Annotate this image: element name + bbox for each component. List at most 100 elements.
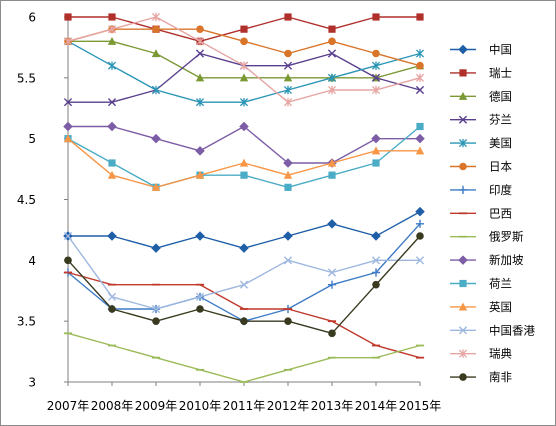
data-point-6-6 (284, 49, 292, 58)
y-tick-label: 3.5 (17, 315, 36, 329)
data-point-5-8 (371, 61, 381, 70)
data-point-3-6 (283, 73, 293, 82)
legend-swatch-marker (458, 91, 468, 100)
data-point-2-2 (108, 13, 116, 21)
data-point-14-6 (283, 97, 293, 107)
data-point-2-9 (416, 13, 424, 21)
legend-item-13: 中国香港 (450, 323, 535, 337)
legend-swatch-marker (459, 162, 467, 171)
data-point-5-6 (283, 85, 293, 95)
data-point-13-4 (195, 292, 205, 301)
legend-swatch-marker (458, 326, 468, 335)
data-point-12-7 (327, 158, 337, 167)
data-point-14-7 (327, 85, 337, 95)
data-point-5-2 (107, 61, 117, 70)
data-point-13-6 (283, 256, 293, 265)
legend-label: 新加坡 (489, 253, 524, 267)
legend-label: 巴西 (489, 206, 512, 220)
data-point-13-5 (239, 280, 249, 289)
x-tick-label: 2007年 (47, 399, 90, 413)
data-point-1-3 (151, 243, 161, 253)
legend-label: 芬兰 (489, 113, 512, 127)
data-point-10-3 (151, 133, 161, 144)
data-point-2-6 (284, 13, 292, 21)
legend-label: 中国 (489, 43, 512, 57)
data-point-10-8 (371, 133, 381, 144)
x-tick-label: 2011年 (223, 399, 266, 413)
data-point-12-1 (63, 134, 73, 143)
data-point-5-9 (415, 49, 425, 58)
legend-item-5: 美国 (450, 136, 512, 150)
legend-item-4: 芬兰 (450, 113, 512, 127)
data-point-15-4 (196, 305, 204, 313)
data-point-14-2 (107, 24, 117, 34)
data-point-11-8 (372, 159, 380, 167)
data-point-4-6 (283, 61, 293, 70)
legend-swatch-marker (458, 302, 468, 311)
data-point-7-9 (415, 219, 425, 228)
x-tick-label: 2015年 (399, 399, 442, 413)
data-point-3-5 (239, 73, 249, 82)
y-tick-label: 6 (28, 11, 36, 25)
legend-item-10: 新加坡 (450, 253, 524, 267)
y-tick-label: 4 (28, 254, 36, 268)
data-point-11-6 (284, 183, 292, 191)
data-point-14-4 (195, 37, 205, 46)
legend-item-9: 俄罗斯 (450, 230, 524, 244)
series-line-6 (67, 28, 421, 67)
legend-swatch-marker (458, 185, 468, 194)
legend-swatch-marker (458, 115, 468, 124)
legend-label: 日本 (489, 160, 512, 174)
legend-item-11: 荷兰 (450, 277, 512, 291)
y-tick-label: 3 (28, 376, 36, 390)
data-point-4-2 (107, 98, 117, 107)
data-point-13-3 (151, 304, 161, 314)
legend-label: 瑞典 (489, 347, 512, 361)
data-point-15-2 (108, 305, 116, 313)
data-point-13-7 (327, 268, 337, 277)
data-point-14-8 (371, 85, 381, 95)
legend-item-7: 印度 (450, 183, 512, 197)
data-point-14-3 (151, 12, 161, 22)
legend-swatch-marker (458, 255, 468, 265)
data-point-6-7 (328, 37, 336, 46)
x-tick-label: 2014年 (355, 399, 398, 413)
legend-swatch-marker (459, 279, 467, 288)
series-lines (63, 12, 425, 383)
data-point-2-8 (372, 13, 380, 21)
legend-label: 南非 (489, 370, 512, 384)
data-point-10-6 (283, 158, 293, 168)
legend-item-6: 日本 (450, 160, 512, 174)
x-tick-label: 2008年 (91, 399, 134, 413)
data-point-6-3 (152, 25, 160, 33)
legend-swatch-marker (458, 44, 468, 55)
legend-swatch-marker (458, 138, 468, 148)
legend-item-15: 南非 (450, 370, 512, 384)
data-point-15-1 (64, 256, 72, 265)
data-point-6-5 (240, 37, 248, 46)
legend-label: 中国香港 (489, 323, 535, 337)
legend-item-14: 瑞典 (450, 347, 512, 361)
data-point-5-3 (151, 85, 161, 95)
data-point-4-1 (63, 98, 73, 107)
legend-item-12: 英国 (450, 300, 512, 314)
legend-label: 美国 (489, 136, 512, 150)
data-point-6-8 (372, 49, 380, 58)
data-point-15-8 (372, 280, 380, 289)
data-point-12-6 (283, 170, 293, 179)
legend-swatch-marker (458, 349, 468, 358)
data-point-1-5 (239, 243, 249, 253)
data-point-1-9 (415, 206, 425, 217)
data-point-12-8 (371, 146, 381, 155)
data-point-15-6 (284, 317, 292, 325)
data-point-7-7 (327, 280, 337, 289)
data-point-6-4 (196, 25, 204, 33)
data-point-3-4 (195, 73, 205, 82)
data-point-5-5 (239, 97, 249, 107)
data-point-4-7 (327, 49, 337, 58)
y-tick-label: 5 (28, 132, 36, 146)
